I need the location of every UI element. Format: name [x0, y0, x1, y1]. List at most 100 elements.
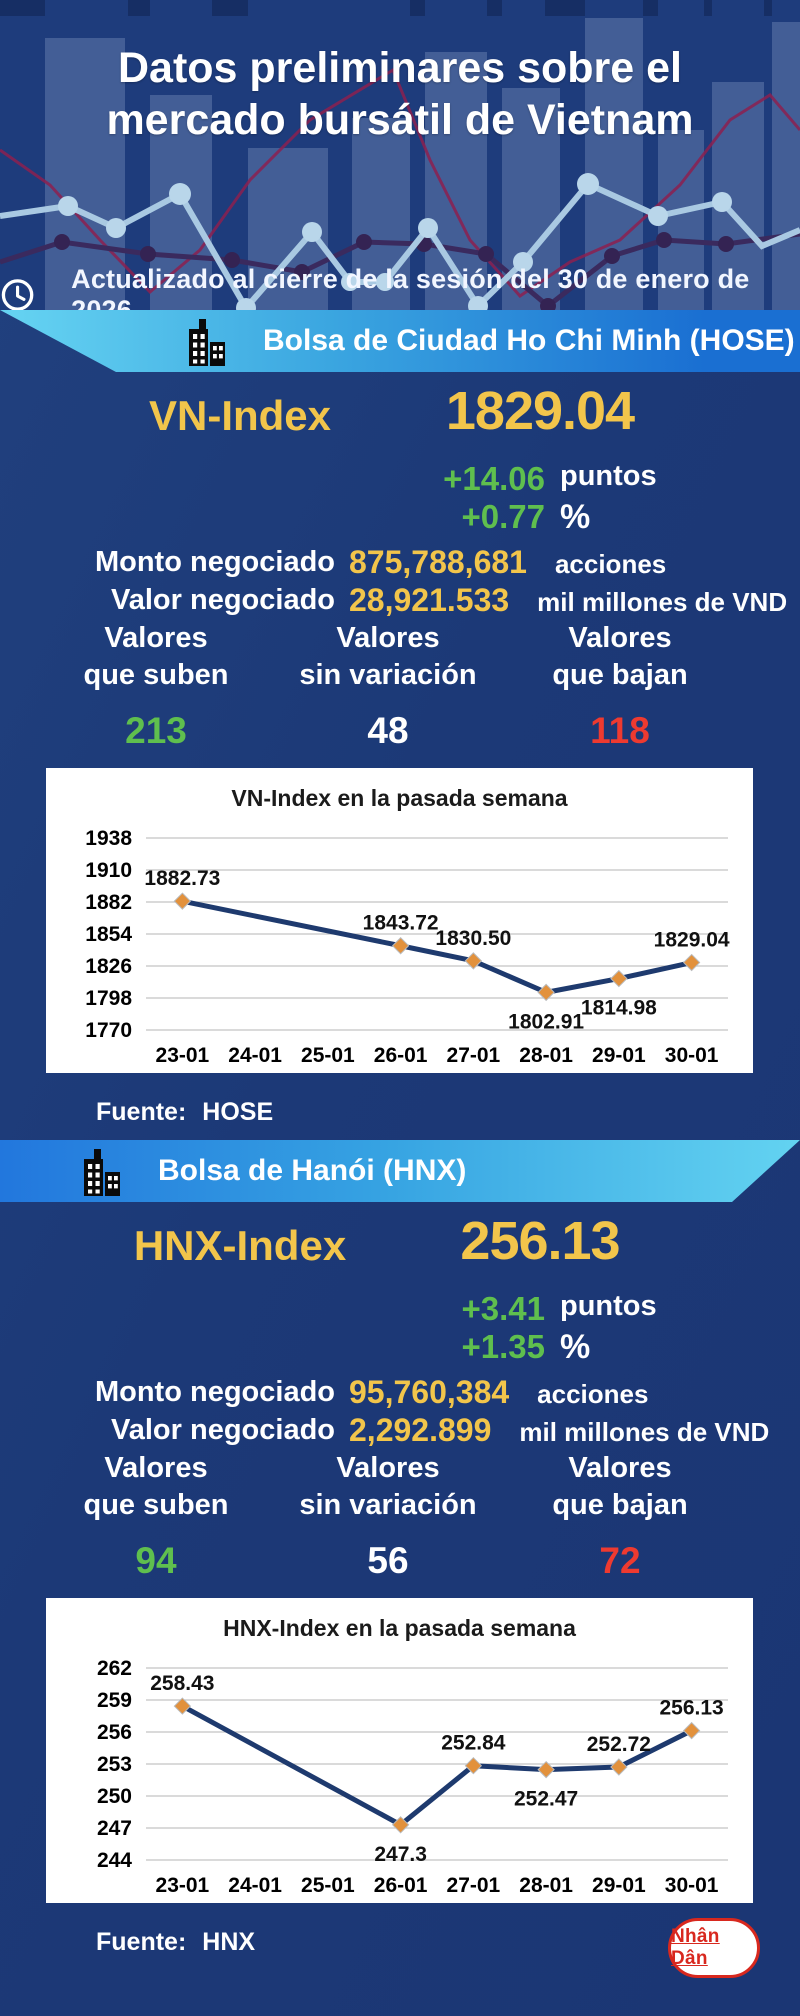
hose-source-value: HOSE	[202, 1098, 274, 1126]
hose-advancers: Valores que suben 213	[36, 620, 276, 752]
svg-text:1938: 1938	[85, 827, 132, 850]
svg-text:1829.04: 1829.04	[654, 929, 730, 952]
svg-text:252.72: 252.72	[587, 1733, 651, 1756]
hnx-advancers-value: 94	[135, 1540, 177, 1581]
svg-text:1802.91: 1802.91	[508, 1010, 584, 1033]
svg-text:1882.73: 1882.73	[144, 867, 220, 890]
hose-value-unit: mil millones de VND	[537, 587, 788, 617]
hose-volume-value: 875,788,681	[349, 544, 527, 580]
hnx-banner: Bolsa de Hanói (HNX)	[0, 1140, 800, 1202]
svg-text:1826: 1826	[85, 955, 132, 978]
svg-text:256: 256	[97, 1721, 132, 1744]
vn-index-chart-card: VN-Index en la pasada semana 1938 1910 1882…	[46, 768, 753, 1073]
svg-text:247.3: 247.3	[374, 1843, 427, 1866]
svg-text:1843.72: 1843.72	[363, 912, 439, 935]
hnx-unchanged-value: 56	[367, 1540, 409, 1581]
hnx-section: HNX-Index 256.13 +3.41 puntos +1.35 % Mo…	[0, 1202, 800, 2016]
hose-percent-unit: %	[560, 498, 591, 536]
hnx-source-value: HNX	[202, 1928, 256, 1956]
svg-text:252.84: 252.84	[441, 1732, 506, 1755]
hnx-decliners-label1: Valores	[568, 1452, 672, 1484]
updated-text: Actualizado al cierre de la sesión del 3…	[71, 264, 750, 310]
svg-text:30-01: 30-01	[665, 1874, 719, 1897]
hose-index-value: 1829.04	[445, 381, 635, 441]
svg-text:252.47: 252.47	[514, 1788, 578, 1811]
hose-change-points: +14.06	[443, 460, 545, 497]
svg-text:26-01: 26-01	[374, 1874, 428, 1897]
header: Datos preliminares sobre el mercado burs…	[0, 0, 800, 310]
hnx-volume-value: 95,760,384	[349, 1374, 510, 1410]
hnx-change-points-row: +3.41 puntos	[0, 1290, 800, 1330]
clock-icon	[1, 279, 34, 310]
hose-advancers-label1: Valores	[104, 622, 208, 654]
svg-text:24-01: 24-01	[228, 1874, 282, 1897]
hose-volume-row: Monto negociado 875,788,681 acciones	[0, 544, 800, 582]
hnx-value-row: Valor negociado 2,292.899 mil millones d…	[0, 1412, 800, 1450]
hose-decliners: Valores que bajan 118	[500, 620, 740, 752]
hnx-volume-row: Monto negociado 95,760,384 acciones	[0, 1374, 800, 1412]
svg-text:1814.98: 1814.98	[581, 997, 657, 1020]
svg-text:HNX-Index en la pasada semana: HNX-Index en la pasada semana	[223, 1615, 576, 1641]
svg-text:26-01: 26-01	[374, 1044, 428, 1067]
hnx-decliners-label2: que bajan	[552, 1489, 688, 1521]
updated-row: Actualizado al cierre de la sesión del 3…	[0, 264, 800, 310]
svg-text:30-01: 30-01	[665, 1044, 719, 1067]
hnx-change-percent: +1.35	[461, 1328, 546, 1365]
hose-value-value: 28,921.533	[349, 582, 510, 618]
building-icon	[189, 319, 225, 366]
hose-points-unit: puntos	[560, 460, 657, 492]
vn-index-week-chart: VN-Index en la pasada semana 1938 1910 1882…	[85, 785, 730, 1067]
hose-advancers-label2: que suben	[83, 659, 229, 691]
hose-unchanged-label2: sin variación	[299, 659, 477, 691]
hnx-value-unit: mil millones de VND	[519, 1417, 770, 1447]
svg-text:28-01: 28-01	[519, 1044, 573, 1067]
hose-section: VN-Index 1829.04 +14.06 puntos +0.77 % M…	[0, 372, 800, 1140]
svg-text:247: 247	[97, 1817, 132, 1840]
svg-text:25-01: 25-01	[301, 1044, 355, 1067]
hnx-advancers: Valores que suben 94	[36, 1450, 276, 1582]
svg-text:250: 250	[97, 1785, 132, 1808]
hose-banner: Bolsa de Ciudad Ho Chi Minh (HOSE)	[0, 310, 800, 372]
decorative-market-chart	[0, 0, 800, 310]
hose-value-label: Valor negociado	[111, 584, 335, 616]
svg-text:244: 244	[97, 1849, 132, 1872]
hnx-decliners-value: 72	[599, 1540, 641, 1581]
hose-unchanged-value: 48	[367, 710, 409, 751]
hose-change-points-row: +14.06 puntos	[0, 460, 800, 500]
svg-text:25-01: 25-01	[301, 1874, 355, 1897]
svg-text:27-01: 27-01	[447, 1874, 501, 1897]
svg-text:1882: 1882	[85, 891, 132, 914]
hose-unchanged-label1: Valores	[336, 622, 440, 654]
nhandan-logo: Nhân Dân	[668, 1918, 760, 1978]
hose-source: Fuente: HOSE	[96, 1098, 273, 1127]
hnx-source: Fuente: HNX	[96, 1928, 255, 1957]
hose-change-percent-row: +0.77 %	[0, 498, 800, 538]
page-title: Datos preliminares sobre el mercado burs…	[0, 42, 800, 147]
svg-text:1770: 1770	[85, 1019, 132, 1042]
hnx-advancers-label2: que suben	[83, 1489, 229, 1521]
svg-text:1910: 1910	[85, 859, 132, 882]
nhandan-logo-text: Nhân Dân	[671, 1926, 720, 1969]
hnx-unchanged-label1: Valores	[336, 1452, 440, 1484]
hnx-change-percent-row: +1.35 %	[0, 1328, 800, 1368]
hose-banner-title: Bolsa de Ciudad Ho Chi Minh (HOSE)	[263, 324, 795, 357]
svg-text:29-01: 29-01	[592, 1874, 646, 1897]
hose-advancers-value: 213	[125, 710, 187, 751]
hnx-decliners: Valores que bajan 72	[500, 1450, 740, 1582]
svg-text:256.13: 256.13	[660, 1697, 724, 1720]
svg-text:258.43: 258.43	[150, 1672, 214, 1695]
hnx-points-unit: puntos	[560, 1290, 657, 1322]
hnx-unchanged: Valores sin variación 56	[268, 1450, 508, 1582]
svg-text:29-01: 29-01	[592, 1044, 646, 1067]
hose-value-row: Valor negociado 28,921.533 mil millones …	[0, 582, 800, 620]
page-title-line2: mercado bursátil de Vietnam	[106, 96, 694, 145]
hose-decliners-value: 118	[590, 710, 650, 751]
hose-decliners-label1: Valores	[568, 622, 672, 654]
hnx-index-label: HNX-Index	[133, 1222, 347, 1269]
hnx-source-label: Fuente:	[96, 1928, 187, 1956]
hnx-value-label: Valor negociado	[111, 1414, 335, 1446]
hose-source-label: Fuente:	[96, 1098, 187, 1126]
hnx-volume-unit: acciones	[537, 1379, 649, 1409]
svg-text:1798: 1798	[85, 987, 132, 1010]
